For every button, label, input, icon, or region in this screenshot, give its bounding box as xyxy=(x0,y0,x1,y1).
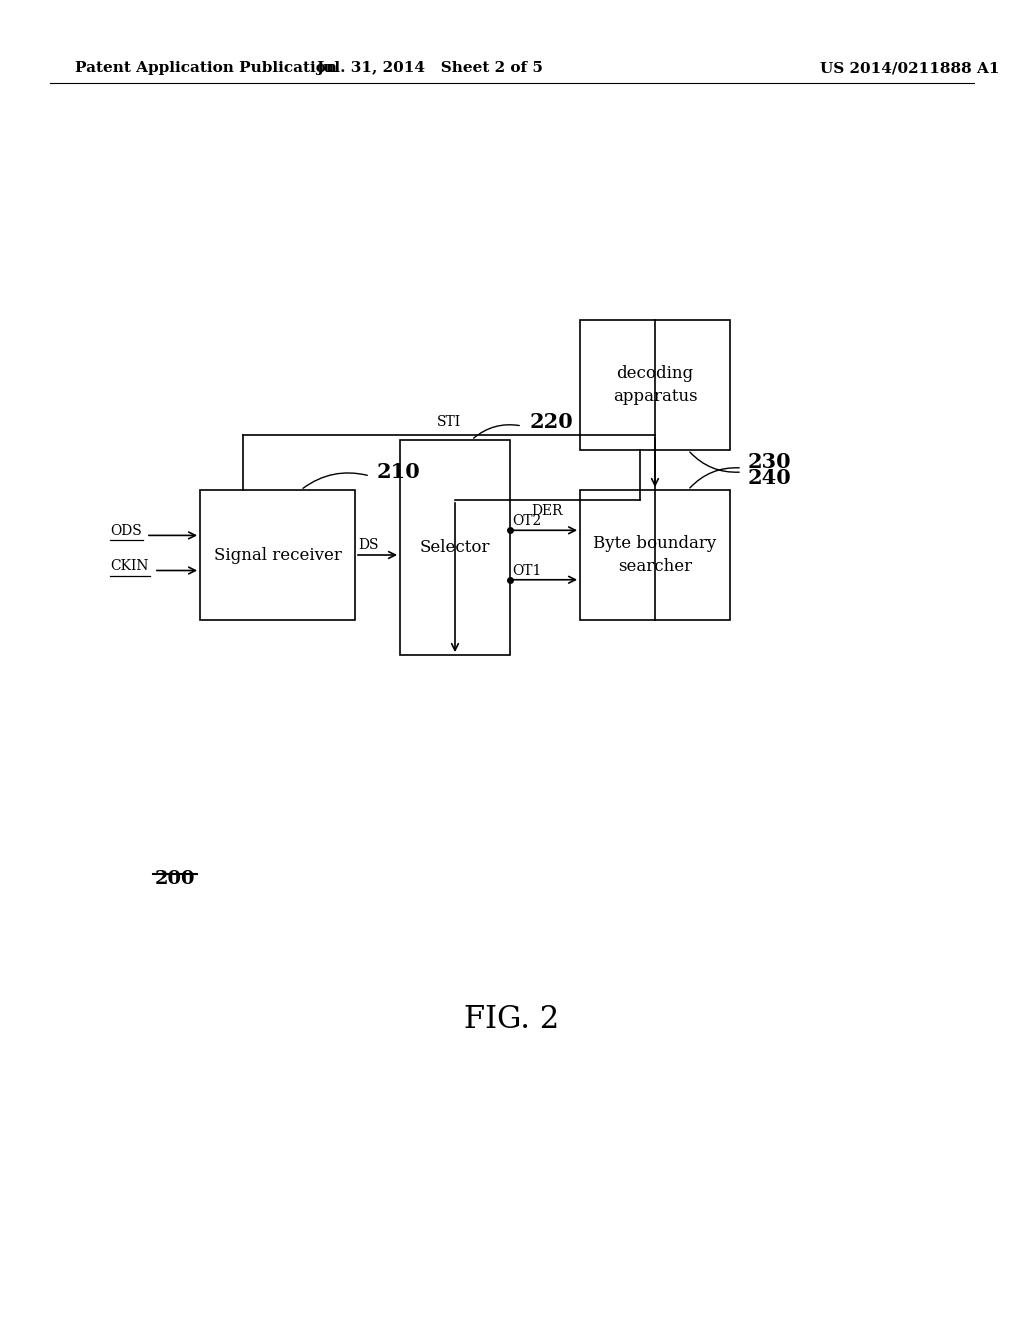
Text: OT1: OT1 xyxy=(512,564,542,578)
Bar xyxy=(580,490,730,620)
Text: STI: STI xyxy=(437,414,461,429)
Text: 220: 220 xyxy=(530,412,573,432)
Text: Signal receiver: Signal receiver xyxy=(214,546,341,564)
Text: US 2014/0211888 A1: US 2014/0211888 A1 xyxy=(820,61,999,75)
Text: Byte boundary
searcher: Byte boundary searcher xyxy=(593,535,717,576)
Text: CKIN: CKIN xyxy=(110,560,148,573)
Text: FIG. 2: FIG. 2 xyxy=(464,1005,560,1035)
Bar xyxy=(200,490,355,620)
Bar xyxy=(400,440,510,655)
Text: Selector: Selector xyxy=(420,539,490,556)
Text: 210: 210 xyxy=(377,462,421,482)
Bar xyxy=(580,319,730,450)
Text: DER: DER xyxy=(531,504,563,517)
Text: 200: 200 xyxy=(155,870,196,888)
Text: Jul. 31, 2014   Sheet 2 of 5: Jul. 31, 2014 Sheet 2 of 5 xyxy=(316,61,544,75)
Text: OT2: OT2 xyxy=(512,515,542,528)
Text: DS: DS xyxy=(358,539,379,552)
Text: Patent Application Publication: Patent Application Publication xyxy=(75,61,337,75)
Text: decoding
apparatus: decoding apparatus xyxy=(612,364,697,405)
Text: 240: 240 xyxy=(748,469,792,488)
Text: ODS: ODS xyxy=(110,524,141,539)
Text: 230: 230 xyxy=(748,451,792,473)
